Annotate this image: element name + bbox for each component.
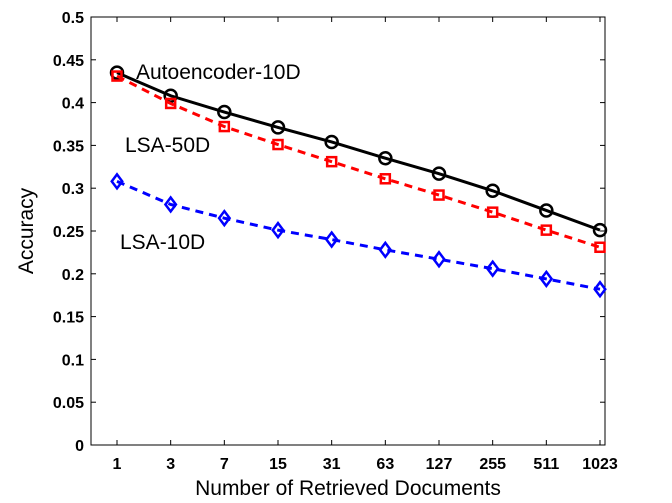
series-lsa-10d [110,172,607,299]
x-tick-label: 63 [376,456,394,473]
data-point [272,138,284,151]
series-line [116,179,601,291]
data-point [486,206,499,218]
data-point [378,240,393,259]
annotation-lsa-50d: LSA-50D [125,134,210,157]
x-tick-label: 3 [166,456,175,473]
x-tick-label: 7 [220,456,229,473]
data-point [324,134,339,150]
x-axis: 1 3 7 15 31 63 127 255 511 1023 [113,17,618,473]
data-point [594,241,606,254]
x-tick-label: 511 [533,456,559,473]
data-point [592,222,608,238]
y-tick-label: 0.3 [62,181,84,198]
data-point [539,269,554,289]
y-tick-label: 0.4 [62,96,84,113]
y-tick-label: 0.5 [62,10,84,27]
data-point [539,203,554,218]
x-tick-label: 15 [269,456,287,473]
data-point [378,150,393,166]
data-point [485,183,500,199]
data-point [432,250,446,269]
data-point [593,280,607,299]
data-point [218,120,231,133]
y-tick-label: 0.15 [53,310,84,327]
series-line [116,71,601,232]
data-point [109,65,125,80]
y-tick-label: 0.05 [53,395,84,412]
x-tick-label: 127 [426,456,453,473]
y-axis: 0 0.05 0.1 0.15 0.2 0.25 0.3 0.35 0.4 0.45 0.5 [53,10,605,455]
x-tick-label: 255 [479,456,506,473]
annotation-lsa-10d: LSA-10D [120,231,205,254]
data-point [110,172,124,191]
data-point [111,70,123,82]
data-point [271,221,285,240]
data-point [325,155,338,168]
y-tick-label: 0.2 [62,267,84,284]
series-group [109,65,608,299]
x-axis-label: Number of Retrieved Documents [195,477,501,500]
data-point [217,104,232,120]
x-tick-label: 1023 [582,456,618,473]
data-point [270,120,286,135]
data-point [163,88,178,104]
data-point [433,189,445,201]
x-tick-label: 1 [113,456,122,473]
data-point [163,195,178,214]
data-point [379,173,392,185]
series-line [116,74,601,249]
data-point [164,97,177,110]
data-point [540,224,553,236]
y-tick-label: 0.45 [53,53,84,70]
y-tick-label: 0.35 [53,138,84,155]
x-tick-label: 31 [323,456,341,473]
y-tick-label: 0 [75,438,84,455]
data-point [431,166,447,181]
series-lsa-50d [111,70,606,254]
y-tick-label: 0.25 [53,224,84,241]
data-point [485,259,500,278]
y-tick-label: 0.1 [62,352,84,369]
data-point [324,230,339,249]
annotation-autoencoder-10d: Autoencoder-10D [136,61,301,84]
plot-area [90,16,606,446]
data-point [217,209,232,228]
y-axis-label: Accuracy [15,187,38,274]
series-autoencoder-10d [109,65,608,238]
